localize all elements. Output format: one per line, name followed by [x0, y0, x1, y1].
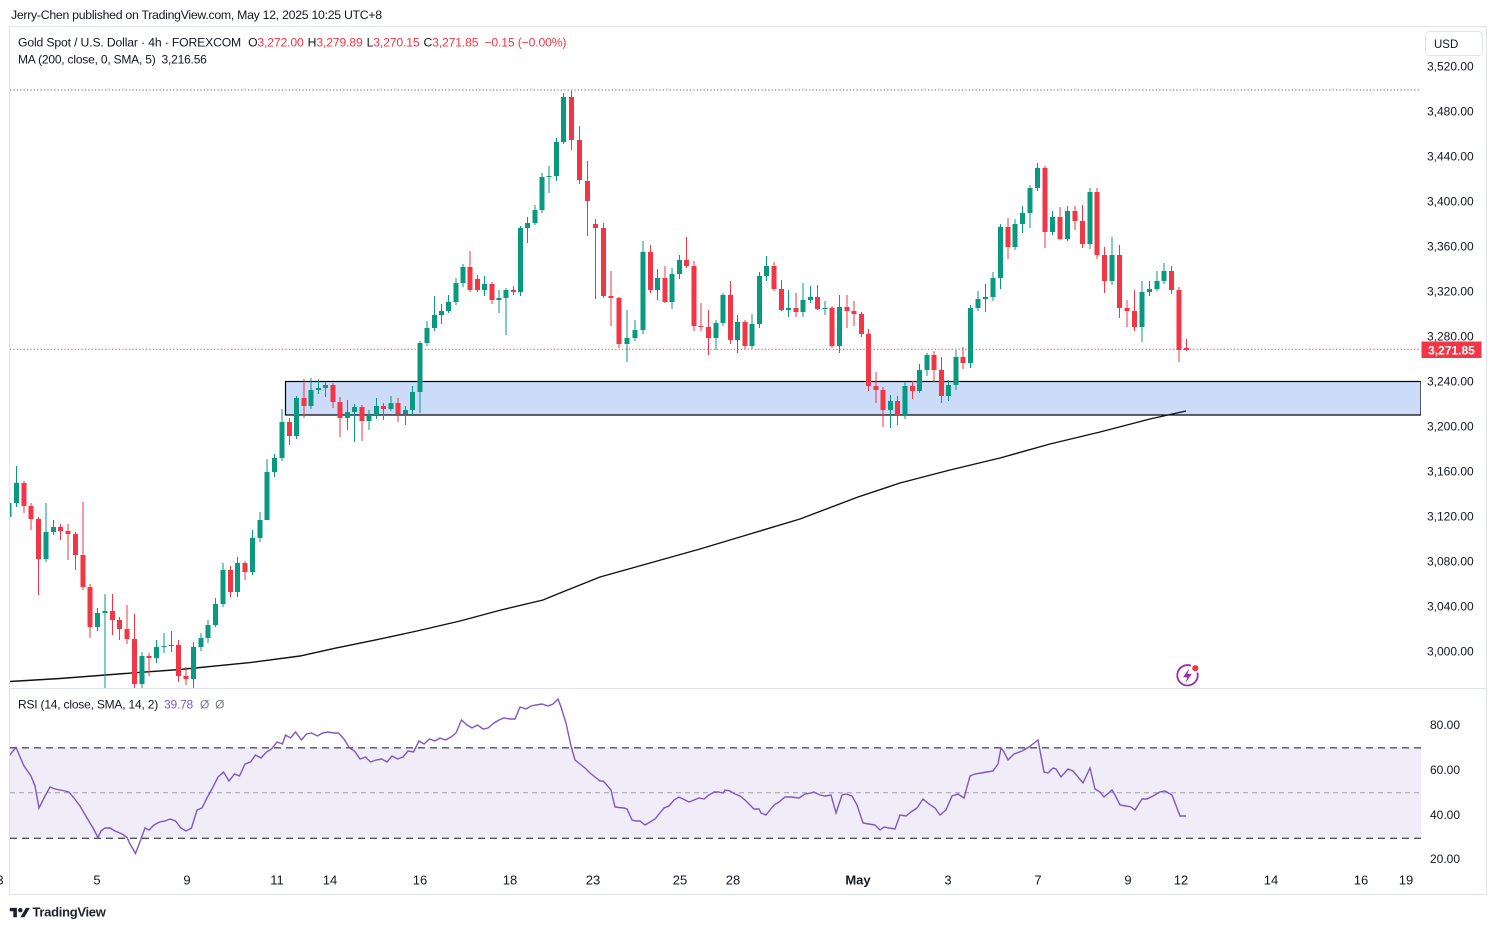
svg-text:3,480.00: 3,480.00 — [1427, 105, 1474, 119]
svg-text:60.00: 60.00 — [1430, 763, 1460, 777]
svg-text:12: 12 — [1174, 873, 1188, 888]
svg-text:7: 7 — [1034, 873, 1041, 888]
svg-text:5: 5 — [93, 873, 100, 888]
svg-text:RSI (14, close, SMA, 14, 2)39.: RSI (14, close, SMA, 14, 2) 39.78 Ø Ø — [18, 698, 224, 712]
svg-text:9: 9 — [1124, 873, 1131, 888]
svg-text:3,520.00: 3,520.00 — [1427, 60, 1474, 74]
svg-text:28: 28 — [726, 873, 740, 888]
svg-text:3,160.00: 3,160.00 — [1427, 465, 1474, 479]
svg-text:3,440.00: 3,440.00 — [1427, 150, 1474, 164]
svg-text:MA (200, close, 0, SMA, 5)3,21: MA (200, close, 0, SMA, 5) 3,216.56 — [18, 53, 207, 67]
svg-text:3,360.00: 3,360.00 — [1427, 240, 1474, 254]
svg-text:May: May — [845, 873, 871, 888]
svg-text:3,120.00: 3,120.00 — [1427, 510, 1474, 524]
svg-text:TradingView: TradingView — [33, 905, 107, 920]
svg-text:3,320.00: 3,320.00 — [1427, 285, 1474, 299]
svg-text:3,040.00: 3,040.00 — [1427, 600, 1474, 614]
svg-text:40.00: 40.00 — [1430, 808, 1460, 822]
svg-text:3,400.00: 3,400.00 — [1427, 195, 1474, 209]
svg-text:14: 14 — [1264, 873, 1278, 888]
svg-text:9: 9 — [183, 873, 190, 888]
svg-text:11: 11 — [270, 873, 284, 888]
svg-text:18: 18 — [503, 873, 517, 888]
svg-text:19: 19 — [1399, 873, 1413, 888]
svg-text:Gold Spot / U.S. Dollar · 4h ·: Gold Spot / U.S. Dollar · 4h · FOREXCOM O… — [18, 36, 566, 50]
svg-text:14: 14 — [323, 873, 337, 888]
svg-text:USD: USD — [1434, 39, 1458, 51]
svg-text:3,080.00: 3,080.00 — [1427, 555, 1474, 569]
svg-text:3,271.85: 3,271.85 — [1428, 343, 1475, 357]
svg-text:16: 16 — [413, 873, 427, 888]
svg-text:25: 25 — [673, 873, 687, 888]
svg-text:3: 3 — [944, 873, 951, 888]
svg-text:3,280.00: 3,280.00 — [1427, 330, 1474, 344]
svg-text:23: 23 — [586, 873, 600, 888]
svg-text:16: 16 — [1354, 873, 1368, 888]
svg-text:Jerry-Chen published on Tradin: Jerry-Chen published on TradingView.com,… — [11, 8, 382, 22]
svg-text:80.00: 80.00 — [1430, 718, 1460, 732]
svg-text:20.00: 20.00 — [1430, 852, 1460, 866]
svg-text:3,200.00: 3,200.00 — [1427, 420, 1474, 434]
svg-text:3,240.00: 3,240.00 — [1427, 375, 1474, 389]
svg-text:3,000.00: 3,000.00 — [1427, 645, 1474, 659]
svg-text:3: 3 — [0, 873, 4, 888]
